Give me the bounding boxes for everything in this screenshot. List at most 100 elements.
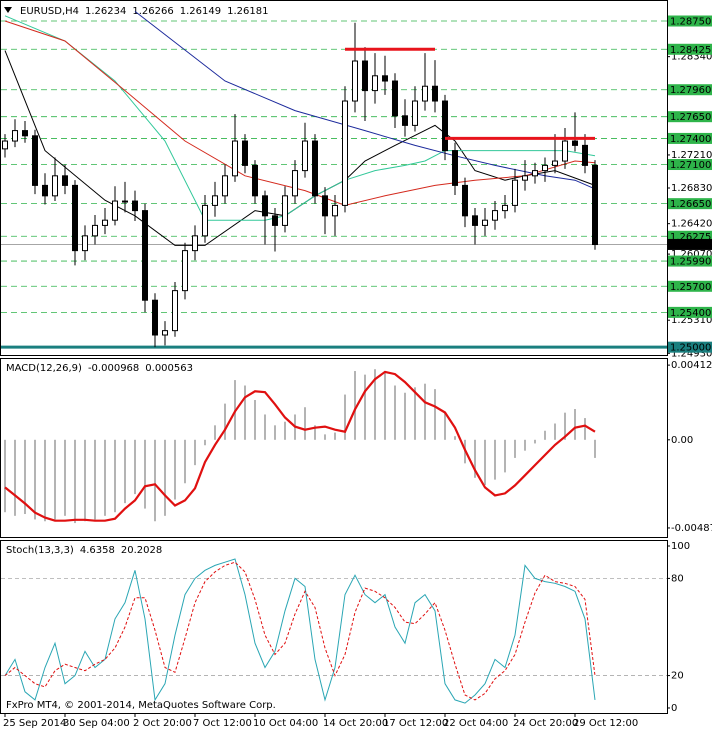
- macd-histogram-bar: [334, 432, 336, 440]
- candle-body: [42, 184, 48, 197]
- macd-histogram-bar: [364, 374, 366, 440]
- macd-histogram-bar: [494, 439, 496, 480]
- macd-histogram-bar: [44, 439, 46, 522]
- macd-histogram-bar: [114, 439, 116, 513]
- macd-histogram-bar: [214, 425, 216, 440]
- y-tick-label: 0.00: [671, 435, 693, 446]
- candle-body: [232, 140, 238, 177]
- macd-histogram-bar: [444, 412, 446, 440]
- level-label: 1.26275: [670, 232, 711, 243]
- macd-histogram-bar: [474, 439, 476, 478]
- macd-histogram-bar: [324, 434, 326, 440]
- candle-body: [72, 184, 78, 252]
- level-label: 1.25990: [670, 257, 711, 268]
- y-tick-label: 0: [671, 703, 677, 714]
- candle-body: [132, 200, 138, 212]
- macd-histogram-bar: [154, 439, 156, 522]
- readout-value: 1.26266: [132, 6, 173, 17]
- macd-histogram-bar: [274, 425, 276, 440]
- y-tick-label: 1.25310: [671, 315, 712, 326]
- candle-body: [352, 60, 358, 102]
- candle-body: [362, 60, 368, 92]
- macd-histogram-bar: [74, 439, 76, 524]
- level-label: 1.25400: [670, 308, 711, 319]
- candle-body: [452, 150, 458, 186]
- x-tick-label: 7 Oct 12:00: [193, 718, 252, 729]
- macd-histogram-bar: [314, 425, 316, 440]
- level-label-bg: [668, 280, 712, 292]
- support-label: 1.25000: [670, 343, 711, 354]
- candle-body: [502, 204, 508, 212]
- moving-average: [134, 11, 596, 190]
- candle-body: [542, 164, 548, 172]
- level-label: 1.28750: [670, 17, 711, 28]
- candle-body: [412, 100, 418, 126]
- level-label-bg: [668, 198, 712, 210]
- indicator-name: EURUSD,H4: [20, 6, 79, 17]
- macd-histogram-bar: [194, 439, 196, 466]
- candle-body: [112, 200, 118, 221]
- level-label: 1.27400: [670, 134, 711, 145]
- x-tick-label: 30 Sep 04:00: [63, 718, 130, 729]
- level-label-bg: [668, 255, 712, 267]
- macd-histogram-bar: [424, 383, 426, 440]
- candle-body: [262, 195, 268, 217]
- macd-histogram-bar: [104, 439, 106, 516]
- candle-body: [22, 130, 28, 137]
- level-label: 1.27650: [670, 112, 711, 123]
- y-tick-label: 1.26070: [671, 249, 712, 260]
- menu-icon[interactable]: [4, 7, 12, 13]
- candle-body: [302, 140, 308, 172]
- level-label-bg: [668, 306, 712, 318]
- candle-body: [162, 330, 168, 336]
- macd-histogram-bar: [394, 385, 396, 440]
- macd-histogram-bar: [374, 369, 376, 440]
- candle-body: [512, 179, 518, 206]
- macd-histogram-bar: [54, 439, 56, 520]
- candle-body: [292, 170, 298, 197]
- candle-body: [242, 140, 248, 166]
- macd-histogram-bar: [124, 439, 126, 504]
- readout-value: 1.26149: [180, 6, 221, 17]
- readout-value: 4.6358: [80, 545, 115, 556]
- macd-histogram-bar: [204, 439, 206, 446]
- candle-body: [212, 195, 218, 206]
- candle-body: [32, 135, 38, 186]
- x-tick-label: 17 Oct 12:00: [383, 718, 448, 729]
- level-label-bg: [668, 111, 712, 123]
- macd-histogram-bar: [584, 418, 586, 440]
- candle-body: [572, 140, 578, 146]
- macd-histogram-bar: [484, 439, 486, 486]
- candle-body: [372, 75, 378, 92]
- macd-histogram-bar: [84, 439, 86, 522]
- candle-body: [532, 170, 538, 177]
- macd-histogram-bar: [284, 421, 286, 440]
- candle-body: [392, 80, 398, 117]
- macd-histogram-bar: [504, 439, 506, 473]
- candle-body: [592, 164, 598, 246]
- candle-body: [312, 140, 318, 197]
- candle-body: [422, 85, 428, 102]
- macd-histogram-bar: [594, 439, 596, 458]
- candle-body: [582, 144, 588, 166]
- candle-body: [102, 219, 108, 226]
- macd-histogram-bar: [34, 439, 36, 520]
- macd-histogram-bar: [384, 372, 386, 440]
- macd-histogram-bar: [14, 439, 16, 516]
- indicator-name: Stoch(13,3,3): [6, 545, 74, 556]
- macd-histogram-bar: [524, 439, 526, 451]
- candle-body: [202, 204, 208, 237]
- level-label-bg: [668, 132, 712, 144]
- macd-histogram-bar: [454, 436, 456, 440]
- bid-label: 1.26181: [670, 240, 711, 251]
- candle-body: [472, 215, 478, 226]
- macd-histogram-bar: [64, 439, 66, 516]
- level-label-bg: [668, 230, 712, 242]
- candle-body: [462, 184, 468, 217]
- macd-histogram-bar: [404, 392, 406, 440]
- macd-histogram-bar: [304, 407, 306, 440]
- readout-value: 1.26234: [85, 6, 126, 17]
- x-tick-label: 10 Oct 04:00: [253, 718, 318, 729]
- candle-body: [332, 204, 338, 217]
